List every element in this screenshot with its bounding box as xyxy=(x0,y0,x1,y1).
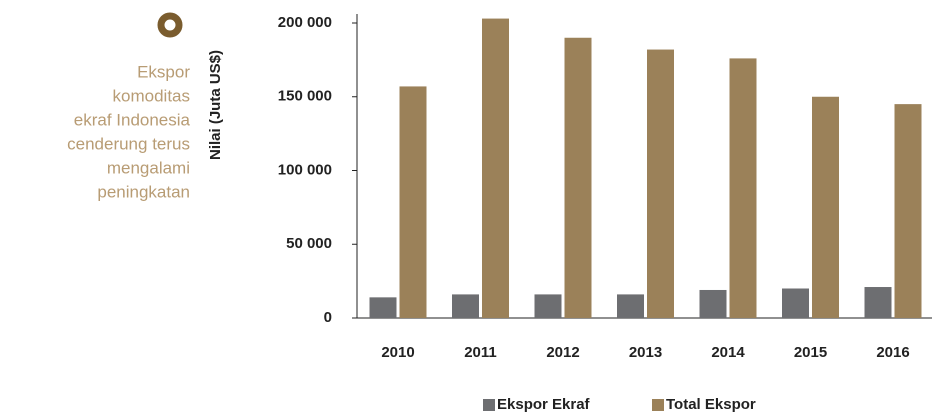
x-tick-label: 2015 xyxy=(794,344,827,361)
note-line: mengalami xyxy=(107,158,190,177)
y-tick-label: 0 xyxy=(324,309,332,326)
bar xyxy=(452,294,479,318)
bar xyxy=(782,288,809,318)
bar xyxy=(647,49,674,319)
legend-label: Ekspor Ekraf xyxy=(497,396,591,413)
note-line: ekraf Indonesia xyxy=(74,110,191,129)
bar xyxy=(894,104,922,318)
y-axis-label: Nilai (Juta US$) xyxy=(207,50,224,160)
bar xyxy=(534,294,562,318)
note-line: komoditas xyxy=(113,86,190,105)
note-line: peningkatan xyxy=(97,182,190,201)
bar xyxy=(617,294,644,318)
y-tick-label: 100 000 xyxy=(278,161,332,178)
icon xyxy=(157,12,183,38)
legend-swatch xyxy=(483,399,495,411)
x-tick-label: 2011 xyxy=(464,344,497,361)
bar xyxy=(564,37,592,318)
x-tick-label: 2016 xyxy=(876,344,909,361)
x-tick-label: 2012 xyxy=(546,344,579,361)
bar xyxy=(369,297,397,318)
x-tick-label: 2014 xyxy=(711,344,745,361)
note-line: cenderung terus xyxy=(67,134,190,153)
bar xyxy=(729,58,757,319)
x-tick-label: 2013 xyxy=(629,344,662,361)
y-tick-label: 150 000 xyxy=(278,88,332,105)
y-tick-label: 50 000 xyxy=(286,235,332,252)
y-tick-label: 200 000 xyxy=(278,14,332,31)
bar xyxy=(399,86,427,318)
bar xyxy=(864,287,892,318)
bar xyxy=(812,96,839,318)
bar xyxy=(482,18,509,318)
legend-label: Total Ekspor xyxy=(666,396,756,413)
legend-swatch xyxy=(652,399,664,411)
bar xyxy=(699,289,727,318)
note-line: Ekspor xyxy=(137,62,190,81)
x-tick-label: 2010 xyxy=(381,344,414,361)
